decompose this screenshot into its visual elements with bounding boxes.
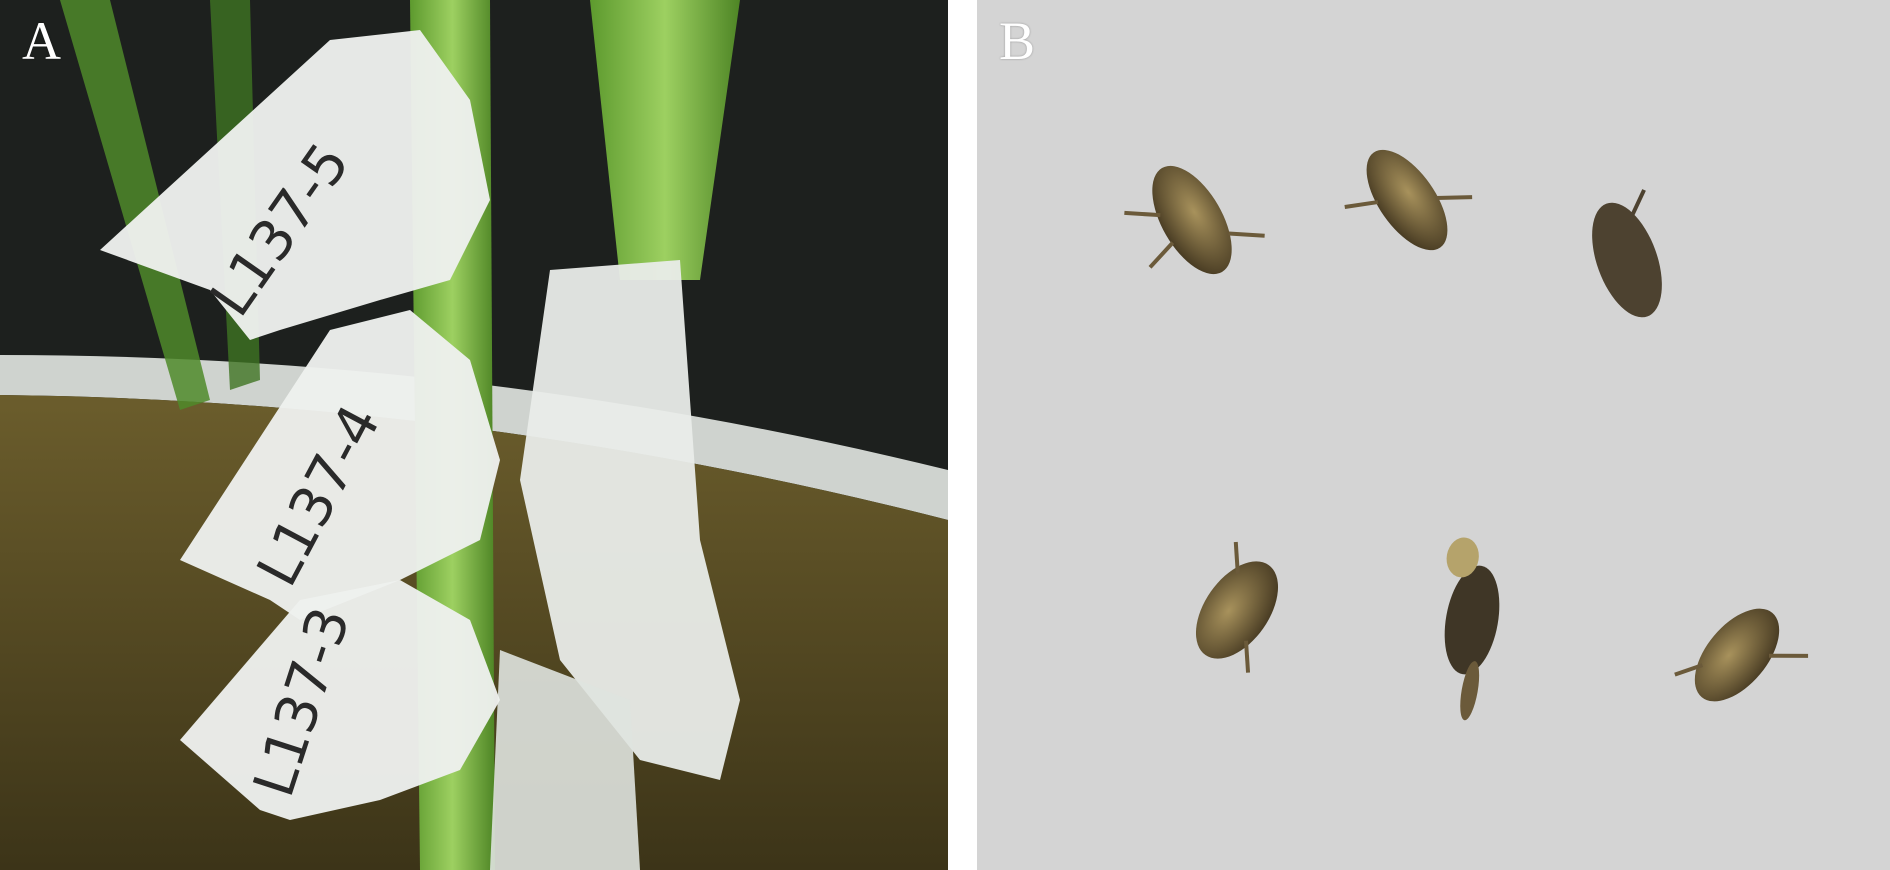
leaf-left — [60, 0, 210, 410]
insect-3 — [1592, 189, 1662, 318]
insect-2 — [1344, 149, 1473, 251]
panel-b-label: B — [999, 11, 1036, 71]
tag-lower — [490, 650, 640, 870]
insect-1 — [1124, 165, 1265, 275]
grey-surface — [977, 0, 1890, 870]
panel-a: L137-5 L137-4 L137-3 A — [0, 0, 948, 870]
tag-1: L137-5 — [100, 30, 490, 340]
panel-a-photo: L137-5 L137-4 L137-3 — [0, 0, 948, 870]
insect-6 — [1674, 608, 1809, 702]
panel-a-label: A — [22, 11, 61, 71]
panel-b-photo — [977, 0, 1890, 870]
panel-b: B — [977, 0, 1890, 870]
pot-rim — [0, 355, 948, 520]
tag-2: L137-4 — [180, 310, 500, 620]
insect-5 — [1444, 537, 1500, 721]
tag-right — [520, 260, 740, 780]
stem-right — [590, 0, 740, 280]
insect-4 — [1195, 541, 1279, 673]
